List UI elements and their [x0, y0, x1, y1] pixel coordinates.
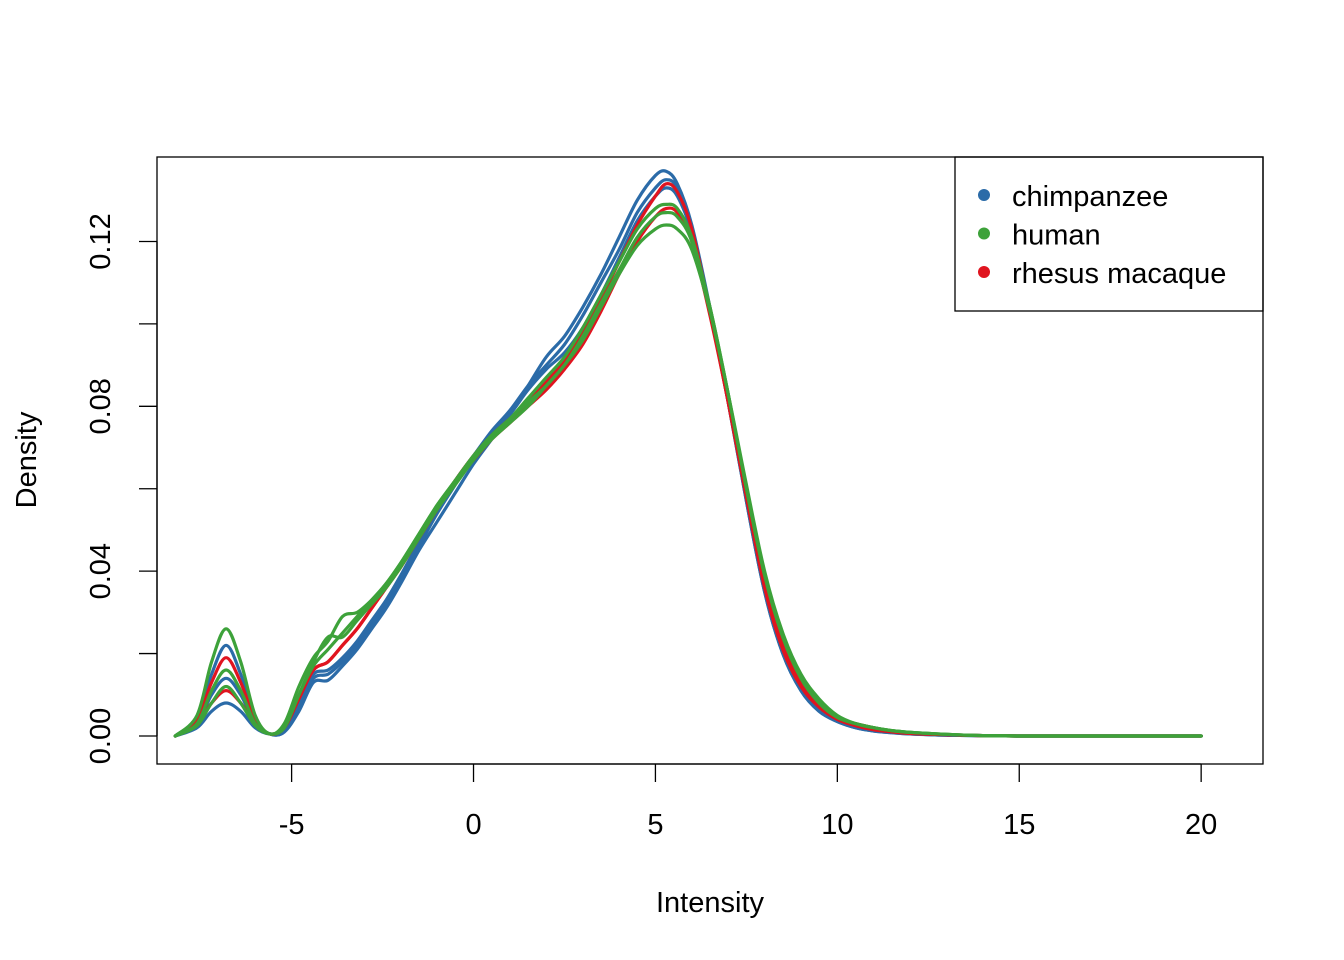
y-tick-label: 0.04 — [85, 543, 117, 599]
density-curve-chimpanzee-1 — [173, 169, 1203, 738]
legend: chimpanzee human rhesus macaque — [954, 156, 1264, 312]
legend-marker-chimpanzee — [978, 189, 990, 201]
density-curve-human-7 — [173, 210, 1203, 738]
legend-box — [954, 156, 1264, 312]
density-curves — [173, 169, 1203, 738]
legend-marker-rhesus-macaque — [978, 266, 990, 278]
legend-marker-human — [978, 227, 990, 240]
x-tick-label: 20 — [1185, 809, 1217, 841]
x-tick-label: 15 — [1003, 809, 1035, 841]
density-curve-human-8 — [173, 202, 1203, 738]
y-axis-title: Density — [11, 411, 43, 508]
x-axis: -5 0 5 10 15 20 — [279, 763, 1217, 841]
x-tick-label: 0 — [465, 809, 481, 841]
x-tick-label: -5 — [279, 809, 305, 841]
density-curve-rhesus-macaque-5 — [173, 182, 1203, 738]
x-tick-label: 5 — [647, 809, 663, 841]
legend-label-human: human — [1012, 220, 1101, 252]
y-tick-label: 0.12 — [85, 213, 117, 269]
x-axis-title: Intensity — [656, 887, 764, 919]
x-tick-label: 10 — [821, 809, 853, 841]
legend-label-rhesus-macaque: rhesus macaque — [1012, 258, 1226, 290]
y-tick-label: 0.00 — [85, 708, 117, 764]
legend-label-chimpanzee: chimpanzee — [1012, 181, 1168, 213]
y-axis: 0.00 0.04 0.08 0.12 — [85, 213, 158, 764]
y-tick-label: 0.08 — [85, 378, 117, 434]
